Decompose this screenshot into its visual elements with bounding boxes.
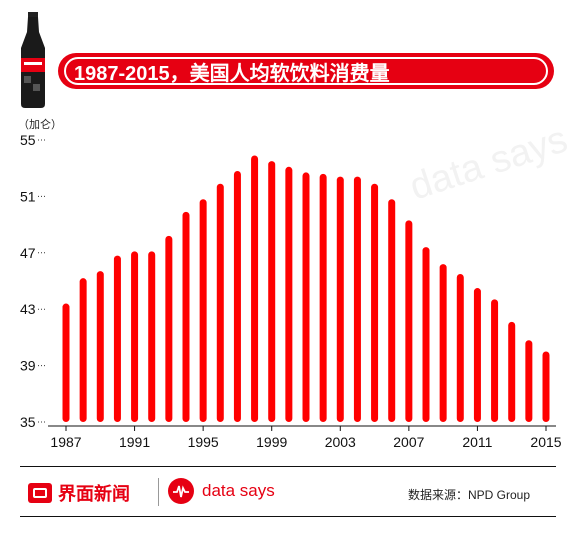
footer-divider-bottom [20, 516, 556, 517]
bar-2001 [302, 172, 310, 422]
x-tick-label: 1995 [188, 434, 219, 450]
x-tick-label: 2015 [530, 434, 561, 450]
jiemian-logo-icon [28, 483, 52, 503]
bar-1996 [216, 183, 224, 422]
bar-chart: data says 35 39 43 47 51 55 1987 1991 1995 1999 2… [20, 118, 573, 450]
x-tick-label: 1991 [119, 434, 150, 450]
bar-2011 [473, 288, 481, 422]
bar-2008 [422, 247, 430, 422]
bar-1997 [233, 171, 241, 422]
chart-title: 1987-2015，美国人均软饮料消费量 [74, 63, 390, 85]
bar-2000 [285, 166, 293, 422]
y-tick-label: 51 [20, 188, 36, 204]
bar-1987 [62, 303, 70, 422]
datasays-logo-icon [168, 478, 194, 504]
bar-2004 [353, 176, 361, 422]
brand-separator [158, 478, 159, 506]
y-tick-label: 39 [20, 358, 36, 374]
x-tick-label: 2003 [325, 434, 356, 450]
bar-2013 [508, 321, 516, 422]
bar-1999 [268, 161, 276, 422]
y-tick-label: 43 [20, 301, 36, 317]
brand-datasays: data says [168, 478, 275, 504]
bar-1995 [199, 199, 207, 422]
bar-2007 [405, 220, 413, 422]
bar-1998 [251, 155, 259, 422]
brand-secondary-text: data says [202, 481, 275, 500]
bar-2012 [491, 299, 499, 422]
bar-1993 [165, 235, 173, 422]
bar-1991 [131, 251, 139, 422]
bar-2009 [439, 264, 447, 422]
brand-primary-text: 界面新闻 [58, 484, 130, 504]
bar-1988 [79, 278, 87, 422]
brand-jiemian: 界面新闻 [28, 480, 130, 506]
y-tick-label: 35 [20, 414, 36, 430]
bar-1990 [113, 255, 121, 422]
bar-2014 [525, 340, 533, 422]
bar-2003 [336, 176, 344, 422]
data-source: 数据来源：NPD Group [408, 488, 531, 502]
bar-1989 [96, 271, 104, 422]
x-tick-label: 2011 [462, 434, 492, 450]
bars [62, 155, 550, 422]
bar-2006 [388, 199, 396, 422]
x-axis: 1987 1991 1995 1999 2003 2007 2011 2015 [48, 425, 562, 450]
bar-2002 [319, 173, 327, 422]
soda-bottle-icon [18, 12, 48, 113]
y-axis-unit-label: （加仑） [18, 119, 62, 131]
y-tick-label: 55 [20, 132, 36, 148]
x-tick-label: 1987 [50, 434, 81, 450]
watermark-text: data says [405, 118, 573, 208]
y-tick-label: 47 [20, 245, 36, 261]
bar-2010 [456, 273, 464, 422]
footer-divider-top [20, 466, 556, 467]
title-banner: 1987-2015，美国人均软饮料消费量 [58, 53, 554, 89]
bar-2015 [542, 351, 550, 422]
x-tick-label: 2007 [393, 434, 424, 450]
y-axis: 35 39 43 47 51 55 [20, 132, 46, 430]
x-tick-label: 1999 [256, 434, 287, 450]
bar-2005 [371, 183, 379, 422]
bar-1994 [182, 211, 190, 422]
bar-1992 [148, 251, 156, 422]
